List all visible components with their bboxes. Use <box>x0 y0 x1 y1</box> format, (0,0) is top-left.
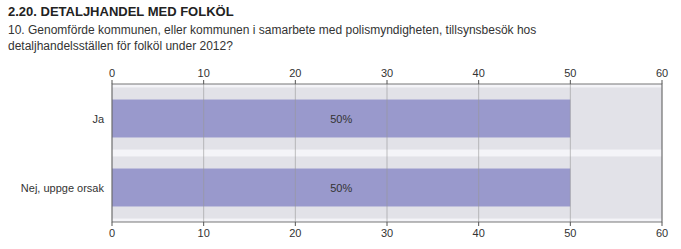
tick <box>295 80 296 84</box>
grid <box>112 84 662 222</box>
tick <box>662 222 663 226</box>
tick-label: 30 <box>381 227 393 239</box>
header: 2.20. DETALJHANDEL MED FOLKÖL 10. Genomf… <box>8 4 673 54</box>
category-label: Ja <box>92 113 105 125</box>
tick <box>112 222 113 226</box>
grid-line <box>570 84 571 222</box>
data-label: 50% <box>330 113 352 125</box>
tick-label: 0 <box>109 67 115 79</box>
tick-label: 10 <box>198 67 210 79</box>
grid-line <box>295 84 296 222</box>
tick-label: 20 <box>289 67 301 79</box>
tick-label: 50 <box>564 67 576 79</box>
grid-line <box>387 84 388 222</box>
frame <box>112 84 662 222</box>
tick-label: 40 <box>473 227 485 239</box>
tick-label: 50 <box>564 227 576 239</box>
tick-label: 30 <box>381 67 393 79</box>
plot-area <box>112 84 662 222</box>
tick <box>387 222 388 226</box>
tick-label: 10 <box>198 227 210 239</box>
tick <box>570 222 571 226</box>
grid-line <box>203 84 204 222</box>
data-label: 50% <box>330 182 352 194</box>
grid-line <box>478 84 479 222</box>
tick <box>387 80 388 84</box>
tick-label: 20 <box>289 227 301 239</box>
bar <box>112 169 570 207</box>
tick <box>478 80 479 84</box>
category-label: Nej, uppge orsak <box>21 182 105 194</box>
tick <box>203 80 204 84</box>
tick <box>295 222 296 226</box>
tick-label: 60 <box>656 67 668 79</box>
tick <box>478 222 479 226</box>
tick-label: 0 <box>109 227 115 239</box>
tick <box>570 80 571 84</box>
tick <box>203 222 204 226</box>
x-axis: 0 0 10 10 20 20 30 30 40 40 50 50 60 60 <box>109 67 668 239</box>
tick <box>662 80 663 84</box>
tick-label: 40 <box>473 67 485 79</box>
title: 2.20. DETALJHANDEL MED FOLKÖL <box>8 4 673 19</box>
tick <box>112 80 113 84</box>
tick-label: 60 <box>656 227 668 239</box>
y-axis: Nej, uppge orsak Ja <box>21 113 105 194</box>
bar <box>112 100 570 138</box>
subtitle: 10. Genomförde kommunen, eller kommunen … <box>8 23 673 54</box>
chart: 50% 50% 0 0 10 10 20 20 30 30 40 40 50 50 60 60 Nej, upp… <box>0 0 681 249</box>
